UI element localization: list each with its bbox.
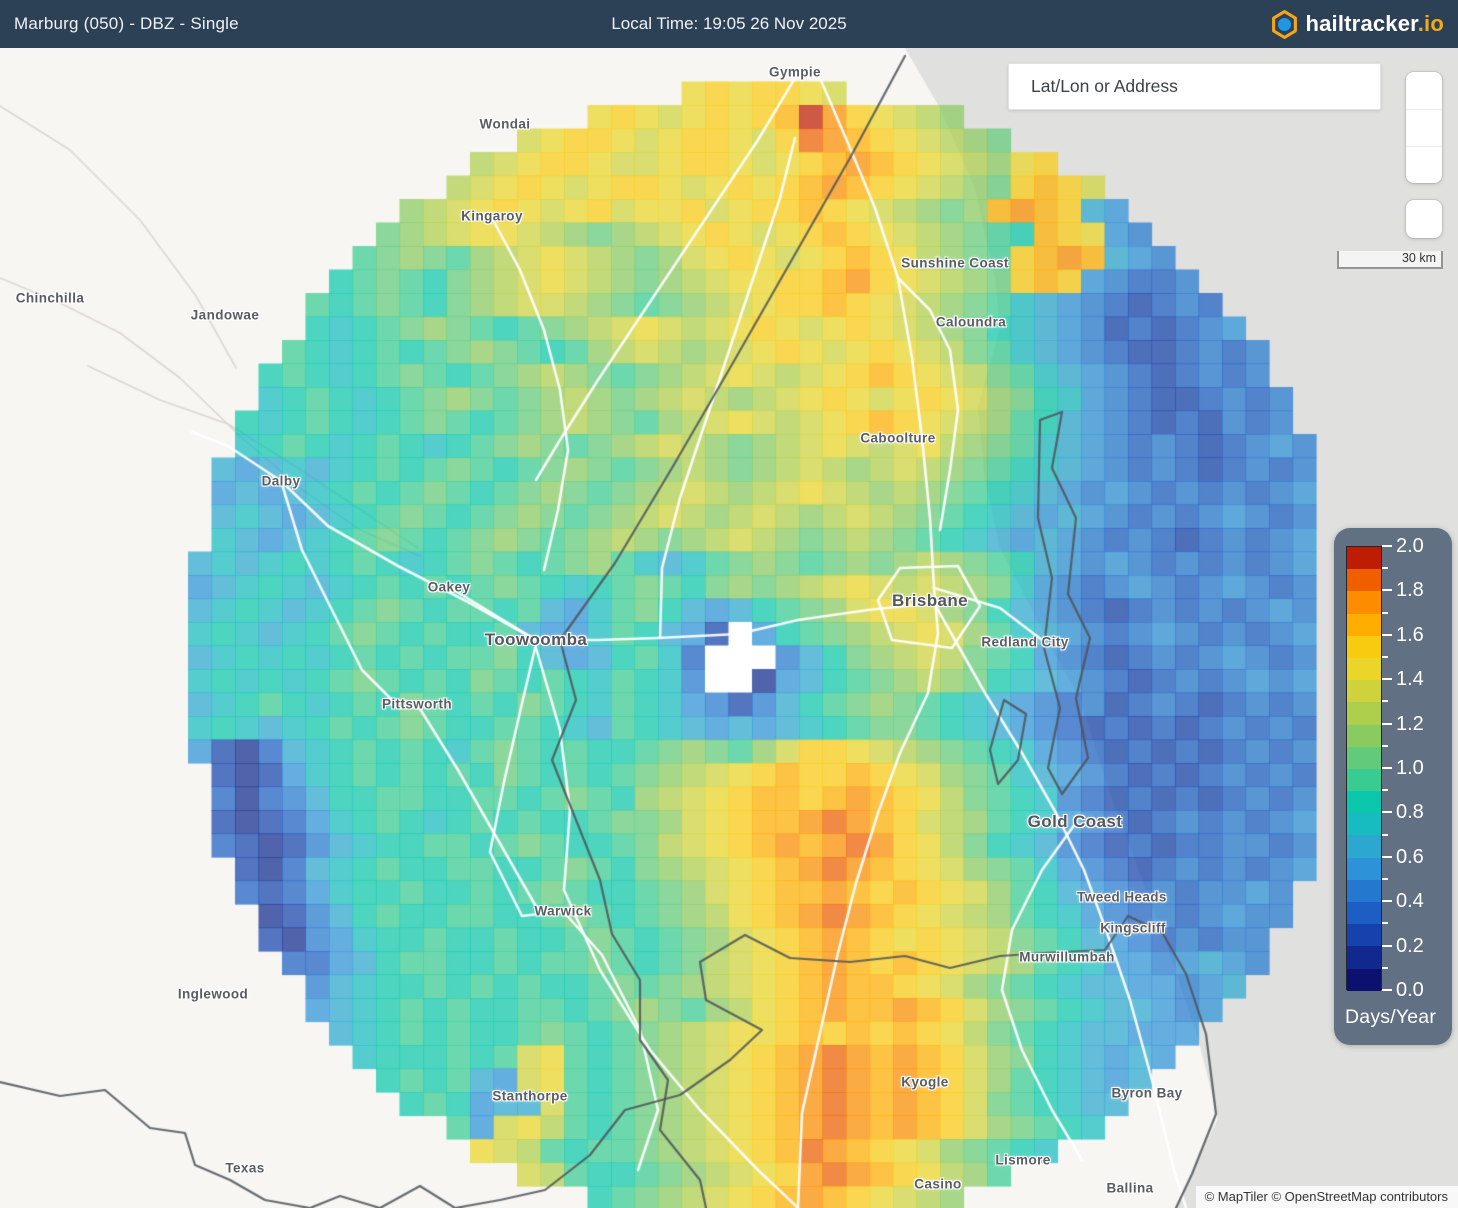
- legend-color-segment: [1347, 768, 1381, 792]
- legend-color-segment: [1347, 791, 1381, 814]
- legend-color-segment: [1347, 835, 1381, 858]
- map-viewport[interactable]: Gympie Wondai Kingaroy Sunshine Coast Caloun…: [0, 48, 1458, 1208]
- legend-tick-label: 0.0: [1396, 979, 1424, 1001]
- brand-logo: hailtracker.io: [1271, 0, 1444, 48]
- map-canvas[interactable]: [0, 48, 1458, 1208]
- legend-tick: [1382, 589, 1392, 592]
- legend-tick: [1382, 611, 1388, 614]
- map-attribution: © MapTiler © OpenStreetMap contributors: [1195, 1186, 1458, 1208]
- legend-color-segment: [1347, 569, 1381, 592]
- legend-tick: [1382, 545, 1392, 547]
- legend-color-segment: [1347, 813, 1381, 836]
- legend-color-segment: [1347, 635, 1381, 658]
- legend-tick-label: 1.6: [1396, 623, 1424, 646]
- legend-tick-label: 1.2: [1396, 712, 1424, 735]
- legend-tick: [1382, 900, 1392, 903]
- legend-tick: [1382, 744, 1388, 747]
- legend-tick: [1382, 811, 1392, 814]
- legend-color-segment: [1347, 613, 1381, 636]
- legend-color-segment: [1347, 657, 1381, 681]
- brand-tld: .io: [1417, 11, 1444, 36]
- legend-color-segment: [1347, 702, 1381, 725]
- legend-tick: [1382, 633, 1392, 636]
- legend-color-segment: [1347, 902, 1381, 925]
- legend-tick-label: 1.0: [1396, 757, 1424, 779]
- legend-title: Days/Year: [1345, 1006, 1437, 1028]
- compass-button[interactable]: [1406, 146, 1442, 183]
- legend-tick: [1382, 567, 1388, 570]
- legend-tick-label: 0.6: [1396, 845, 1424, 868]
- legend-tick: [1382, 722, 1392, 725]
- legend-tick-label: 0.2: [1396, 934, 1424, 957]
- legend-color-segment: [1347, 547, 1381, 570]
- map-controls: [1406, 72, 1442, 183]
- page-title: Marburg (050) - DBZ - Single: [14, 14, 239, 33]
- legend-color-segment: [1347, 924, 1381, 947]
- legend-color-segment: [1347, 879, 1381, 902]
- legend-color-segment: [1347, 968, 1381, 991]
- legend-tick-label: 0.8: [1396, 801, 1424, 824]
- zoom-in-button[interactable]: [1406, 72, 1442, 109]
- search-input[interactable]: [1008, 63, 1381, 110]
- legend-tick: [1382, 789, 1388, 792]
- legend-tick: [1382, 678, 1392, 681]
- legend-color-segment: [1347, 724, 1381, 747]
- legend-tick: [1382, 944, 1392, 947]
- scale-bar: 30 km: [1337, 251, 1443, 269]
- legend-color-segment: [1347, 857, 1381, 880]
- legend-tick: [1382, 966, 1388, 969]
- geolocate-button[interactable]: [1406, 200, 1442, 238]
- legend-tick: [1382, 833, 1388, 836]
- legend-panel: Days/Year 2.0 1.8 1.6 1.4 1.2 1.0 0.8 0.6 0.4 0.2…: [1334, 528, 1452, 1045]
- legend-tick: [1382, 855, 1392, 858]
- legend-color-segment: [1347, 946, 1381, 969]
- zoom-out-button[interactable]: [1406, 109, 1442, 146]
- legend-tick-label: 1.8: [1396, 579, 1424, 602]
- legend-tick: [1382, 656, 1388, 658]
- top-bar: Marburg (050) - DBZ - Single Local Time:…: [0, 0, 1458, 48]
- legend-tick: [1382, 767, 1392, 769]
- legend-color-segment: [1347, 746, 1381, 769]
- legend-tick-label: 1.4: [1396, 668, 1424, 691]
- legend-tick: [1382, 700, 1388, 703]
- brand-name: hailtracker.io: [1305, 11, 1444, 36]
- legend-color-segment: [1347, 591, 1381, 614]
- legend-tick: [1382, 922, 1388, 925]
- legend-tick: [1382, 878, 1388, 880]
- legend-tick: [1382, 989, 1392, 991]
- local-time: Local Time: 19:05 26 Nov 2025: [611, 14, 847, 33]
- legend-tick-label: 2.0: [1396, 535, 1424, 557]
- legend-tick-label: 0.4: [1396, 890, 1424, 913]
- legend-color-segment: [1347, 680, 1381, 703]
- legend-colorbar: [1346, 546, 1382, 991]
- hailtracker-hexagon-icon: [1271, 9, 1298, 39]
